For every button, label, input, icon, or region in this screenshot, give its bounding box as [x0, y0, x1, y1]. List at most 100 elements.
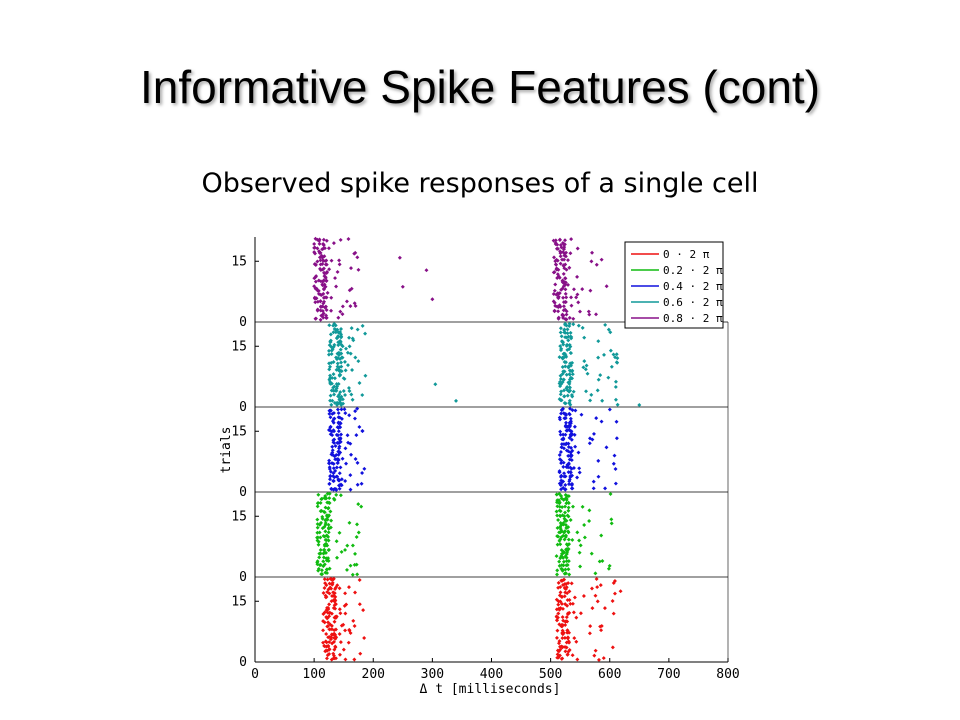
spike-point	[355, 482, 360, 487]
spike-point	[454, 398, 459, 403]
spike-point	[575, 530, 580, 535]
spike-point	[315, 504, 320, 509]
spike-point	[560, 240, 565, 245]
spike-point	[569, 295, 574, 300]
spike-point	[315, 259, 320, 264]
spike-point	[323, 505, 328, 510]
spike-point	[594, 577, 599, 582]
spike-point	[559, 563, 564, 568]
y-tick-label: 0	[239, 570, 247, 585]
spike-point	[563, 619, 568, 624]
spike-point	[600, 398, 605, 403]
x-tick-label: 200	[362, 667, 385, 682]
spike-point	[361, 608, 366, 613]
spike-point	[329, 308, 334, 313]
spike-point	[348, 304, 353, 309]
spike-point	[584, 363, 589, 368]
legend-box	[624, 241, 724, 329]
spike-point	[315, 299, 320, 304]
spike-point	[600, 559, 605, 564]
spike-point	[555, 534, 560, 539]
spike-point	[337, 586, 342, 591]
spike-point	[564, 552, 569, 557]
y-tick-label: 0	[239, 655, 247, 670]
spike-point	[568, 601, 573, 606]
spike-point	[357, 424, 362, 429]
spike-point	[340, 304, 345, 309]
spike-point	[328, 398, 333, 403]
spike-point	[343, 611, 348, 616]
spike-point	[318, 258, 323, 263]
spike-point	[560, 582, 565, 587]
spike-point	[564, 526, 569, 531]
spike-point	[334, 465, 339, 470]
spike-point	[328, 474, 333, 479]
spike-point	[606, 566, 611, 571]
spike-point	[324, 656, 329, 661]
spike-point	[594, 416, 599, 421]
spike-point	[571, 322, 576, 327]
spike-point	[357, 578, 362, 582]
spike-point	[578, 543, 583, 548]
spike-point	[331, 385, 336, 390]
spike-point	[555, 655, 560, 660]
y-tick-label: 15	[231, 254, 247, 269]
spike-point	[569, 303, 574, 308]
spike-point	[332, 392, 337, 397]
spike-point	[567, 640, 572, 645]
spike-point	[313, 279, 318, 284]
spike-point	[557, 504, 562, 509]
spike-point	[590, 606, 595, 611]
spike-point	[563, 533, 568, 538]
spike-point	[577, 538, 582, 543]
spike-point	[325, 500, 330, 505]
spike-point	[565, 393, 570, 398]
spike-point	[564, 640, 569, 645]
slide-subtitle: Observed spike responses of a single cel…	[201, 168, 759, 199]
spike-point	[582, 335, 587, 340]
spike-point	[553, 282, 558, 287]
spike-point	[317, 249, 322, 254]
spike-point	[568, 518, 573, 522]
spike-point	[557, 513, 562, 518]
spike-point	[360, 323, 365, 328]
spike-point	[348, 351, 353, 356]
spike-point	[586, 309, 591, 314]
spike-point	[357, 602, 362, 607]
spike-point	[328, 339, 333, 344]
spike-point	[332, 342, 337, 347]
spike-point	[346, 640, 351, 645]
spike-point	[556, 518, 561, 522]
spike-point	[613, 397, 618, 402]
spike-point	[593, 593, 598, 598]
spike-point	[570, 537, 575, 542]
spike-point	[575, 657, 580, 662]
spike-point	[333, 444, 338, 449]
spike-point	[574, 639, 579, 644]
spike-point	[554, 635, 559, 640]
spike-point	[318, 547, 323, 552]
y-tick-label: 15	[231, 339, 247, 354]
x-tick-label: 100	[302, 667, 325, 682]
spike-point	[555, 276, 560, 281]
spike-point	[587, 441, 592, 446]
spike-point	[355, 460, 360, 465]
x-tick-label: 800	[716, 667, 739, 682]
spike-point	[338, 421, 343, 426]
spike-point	[315, 517, 320, 522]
spike-point	[565, 635, 570, 640]
spike-point	[349, 326, 354, 331]
spike-point	[313, 275, 318, 280]
spike-point	[561, 432, 566, 437]
spike-point	[325, 533, 329, 538]
spike-point	[603, 486, 608, 491]
spike-point	[344, 346, 348, 351]
spike-point	[339, 432, 344, 437]
spike-point	[563, 649, 568, 654]
spike-point	[347, 413, 352, 418]
spike-point	[326, 548, 331, 553]
spike-point	[596, 355, 601, 360]
spike-point	[561, 559, 566, 564]
spike-point	[343, 591, 348, 596]
spike-point	[613, 481, 618, 486]
